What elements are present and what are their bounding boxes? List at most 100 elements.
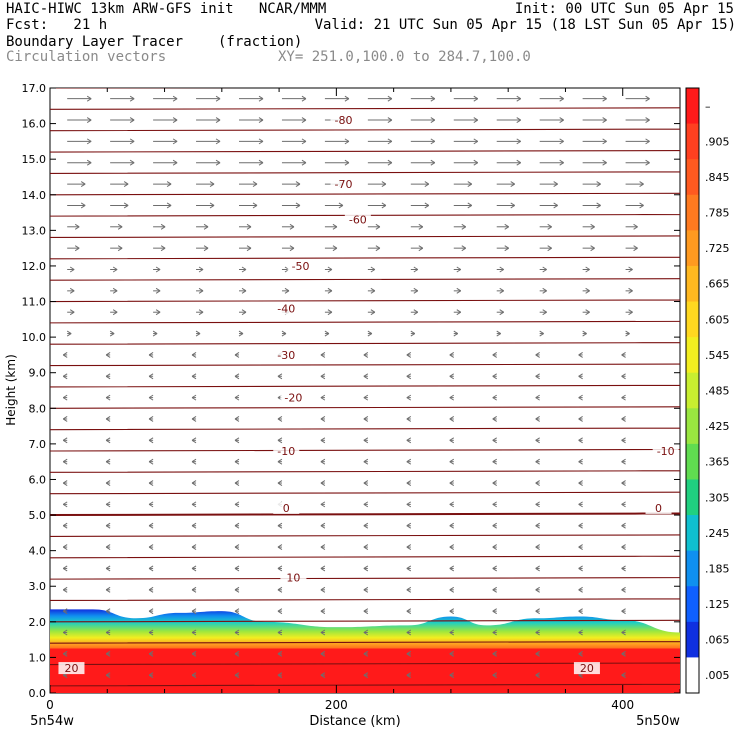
y-tick-label: 4.0 — [29, 545, 47, 558]
circulation-vector-head — [559, 159, 564, 166]
circulation-vector-head — [148, 373, 154, 380]
circulation-vector-head — [535, 458, 540, 465]
circulation-vector-head — [129, 117, 135, 123]
y-tick-label: 2.0 — [29, 616, 47, 629]
circulation-vector-head — [370, 266, 376, 273]
circulation-vector-head — [215, 117, 221, 123]
circulation-vector-head — [155, 287, 161, 294]
circulation-vector-head — [602, 95, 607, 102]
circulation-vector-head — [559, 138, 564, 145]
circulation-vector-head — [621, 480, 626, 486]
contour-label: -30 — [277, 349, 295, 362]
circulation-vector-head — [295, 202, 301, 209]
circulation-vector-head — [424, 181, 430, 188]
circulation-vector-head — [148, 394, 154, 401]
circulation-vector-head — [453, 330, 459, 337]
circulation-vector-head — [301, 138, 307, 145]
contour-label-background — [280, 571, 307, 584]
overlay-name: Circulation vectors — [6, 49, 167, 65]
temperature-contour-line — [50, 128, 680, 132]
left-endpoint-label: 5n54w — [30, 714, 74, 729]
circulation-vector-head — [406, 608, 412, 615]
circulation-vector-head — [578, 394, 583, 401]
circulation-vector-head — [62, 629, 68, 636]
circulation-vector-head — [375, 245, 381, 252]
circulation-vector-head — [148, 501, 154, 508]
circulation-vector-head — [510, 202, 515, 209]
color-swatch — [686, 88, 699, 125]
circulation-vector-head — [492, 672, 497, 679]
circulation-vector-head — [148, 522, 154, 529]
y-tick-label: 3.0 — [29, 580, 47, 593]
circulation-vector-head — [112, 266, 118, 273]
color-scale-label: .485 — [705, 385, 730, 398]
circulation-vector-head — [234, 565, 240, 572]
circulation-vector-head — [320, 672, 326, 679]
circulation-vector-head — [105, 373, 111, 380]
circulation-vector-head — [105, 586, 111, 593]
circulation-vector-head — [535, 373, 540, 380]
circulation-vector-head — [596, 181, 601, 188]
circulation-vector-head — [516, 95, 521, 102]
color-swatch — [686, 515, 699, 552]
temperature-contour-line — [50, 299, 680, 303]
contour-label-background — [330, 178, 357, 191]
circulation-vector-head — [320, 501, 326, 508]
circulation-vector-head — [492, 373, 497, 380]
color-scale-label: .545 — [705, 349, 730, 362]
y-tick-label: 13.0 — [22, 224, 47, 237]
circulation-vector-head — [578, 373, 583, 380]
circulation-vector-head — [578, 480, 583, 486]
circulation-vector-head — [492, 608, 497, 615]
circulation-vector-head — [148, 608, 154, 615]
circulation-vector-head — [621, 437, 626, 444]
circulation-vector-head — [413, 287, 419, 294]
circulation-vector-head — [628, 287, 633, 294]
circulation-vector-head — [499, 287, 504, 294]
circulation-vector-head — [539, 330, 544, 337]
contour-label: -70 — [335, 178, 353, 191]
circulation-vector-head — [590, 223, 595, 230]
circulation-vector-head — [62, 394, 68, 401]
circulation-vector-head — [461, 223, 467, 230]
circulation-vector-head — [117, 245, 123, 252]
y-tick-label: 7.0 — [29, 438, 47, 451]
circulation-vector-head — [320, 544, 326, 551]
temperature-contour-line — [50, 406, 680, 409]
contour-label-background — [652, 445, 679, 457]
temperature-contour-line — [50, 555, 680, 559]
circulation-vector-head — [406, 394, 412, 401]
temperature-contour-line — [50, 363, 680, 367]
contour-label-background — [287, 259, 314, 272]
circulation-vector-head — [320, 565, 326, 572]
circulation-vector-head — [370, 287, 376, 294]
circulation-vector-head — [535, 608, 540, 615]
color-scale-label: .365 — [705, 456, 730, 469]
circulation-vector-head — [467, 202, 473, 209]
circulation-vector-head — [639, 202, 644, 209]
circulation-vector-head — [596, 202, 601, 209]
circulation-vector-head — [535, 586, 540, 593]
circulation-vector-head — [191, 672, 197, 679]
circulation-vector-head — [406, 416, 412, 422]
axes: 0.0 1.0 2.0 3.0 4.0 5.0 6.0 7.0 8.0 9.0 10.0 11.0 12… — [22, 82, 681, 712]
circulation-vector-head — [363, 629, 369, 636]
color-scale-label: .005 — [705, 669, 730, 682]
circulation-vectors — [62, 95, 650, 679]
temperature-contour-line — [50, 171, 680, 174]
circulation-vector-head — [510, 181, 515, 188]
circulation-vector-head — [492, 586, 497, 593]
color-scale-label: .065 — [705, 634, 730, 647]
contour-label-background — [273, 348, 300, 361]
circulation-vector-head — [492, 501, 497, 508]
circulation-vector-head — [238, 330, 244, 337]
circulation-vector-head — [535, 480, 540, 486]
circulation-vector-head — [258, 159, 264, 166]
circulation-vector-head — [633, 245, 638, 252]
circulation-vector-head — [387, 95, 393, 102]
y-tick-label: 17.0 — [22, 82, 47, 95]
circulation-vector-head — [449, 351, 455, 358]
circulation-vector-head — [198, 287, 204, 294]
circulation-vector-head — [191, 480, 197, 486]
circulation-vector-head — [277, 672, 283, 679]
